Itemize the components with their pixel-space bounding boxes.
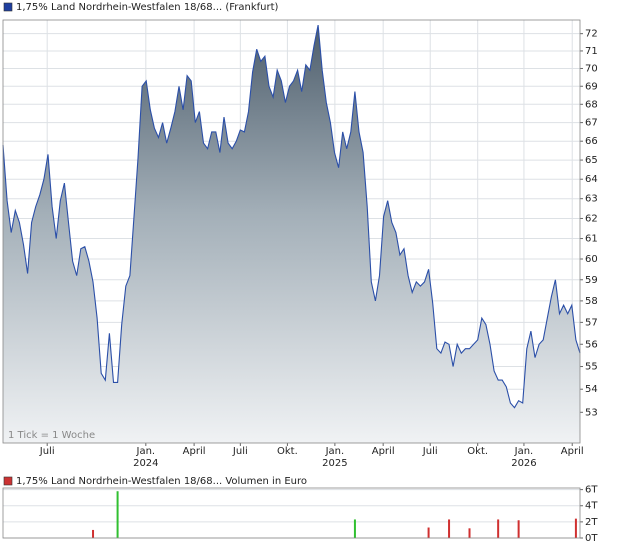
plot-border	[2, 19, 581, 444]
y-tick-label: 58	[585, 296, 598, 307]
x-year-label: 2025	[322, 458, 347, 469]
y-tick-label: 63	[585, 194, 598, 205]
x-tick-label: Juli	[39, 446, 55, 457]
y-tick-label: 68	[585, 99, 598, 110]
y-tick-label: 62	[585, 213, 598, 224]
legend-swatch	[3, 476, 13, 486]
x-tick-label: Okt.	[467, 446, 488, 457]
x-tick-label: Jan.	[136, 446, 156, 457]
y-tick-label: 60	[585, 254, 598, 265]
y-tick-label: 67	[585, 118, 598, 129]
x-tick-label: Jan.	[514, 446, 534, 457]
volume-bar	[448, 519, 451, 538]
y-tick-label: 64	[585, 174, 598, 185]
y-tick-label: 69	[585, 81, 598, 92]
y-tick-label: 65	[585, 155, 598, 166]
volume-bar	[427, 527, 430, 538]
y-tick-label: 55	[585, 362, 598, 373]
chart-title: 1,75% Land Nordrhein-Westfalen 18/68... …	[16, 2, 279, 13]
y-tick-label: 53	[585, 407, 598, 418]
note: 1 Tick = 1 Woche	[8, 430, 95, 441]
x-tick-label: April	[183, 446, 206, 457]
volume-bar	[116, 491, 119, 538]
y-tick-label: 66	[585, 136, 598, 147]
x-tick-label: Jan.	[325, 446, 345, 457]
x-tick-label: Okt.	[277, 446, 298, 457]
y-tick-label: 59	[585, 275, 598, 286]
y-tick-label: 61	[585, 234, 598, 245]
y-tick-label: 70	[585, 63, 598, 74]
plot-border	[2, 487, 581, 539]
x-year-label: 2026	[511, 458, 536, 469]
volume-bar	[517, 520, 520, 538]
y-tick-label: 71	[585, 46, 598, 57]
y-tick-label: 56	[585, 339, 598, 350]
plot-area	[3, 488, 580, 538]
legend-swatch	[3, 2, 13, 12]
y-tick-label: 72	[585, 29, 598, 40]
price-line	[2, 24, 581, 409]
volume-bar	[468, 528, 471, 538]
volume-bar	[574, 518, 577, 538]
y-tick-label: 2T	[585, 517, 598, 528]
y-tick-label: 54	[585, 384, 598, 395]
x-tick-label: Juli	[232, 446, 248, 457]
x-year-label: 2024	[133, 458, 158, 469]
x-tick-label: April	[372, 446, 395, 457]
y-tick-label: 4T	[585, 501, 598, 512]
volume-bar	[497, 519, 500, 538]
chart-title: 1,75% Land Nordrhein-Westfalen 18/68... …	[16, 476, 307, 487]
x-tick-label: April	[561, 446, 584, 457]
y-tick-label: 57	[585, 317, 598, 328]
y-tick-label: 6T	[585, 485, 598, 496]
x-tick-label: Juli	[422, 446, 438, 457]
volume-bar	[353, 519, 356, 538]
volume-bar	[92, 529, 95, 538]
y-tick-label: 0T	[585, 533, 598, 544]
